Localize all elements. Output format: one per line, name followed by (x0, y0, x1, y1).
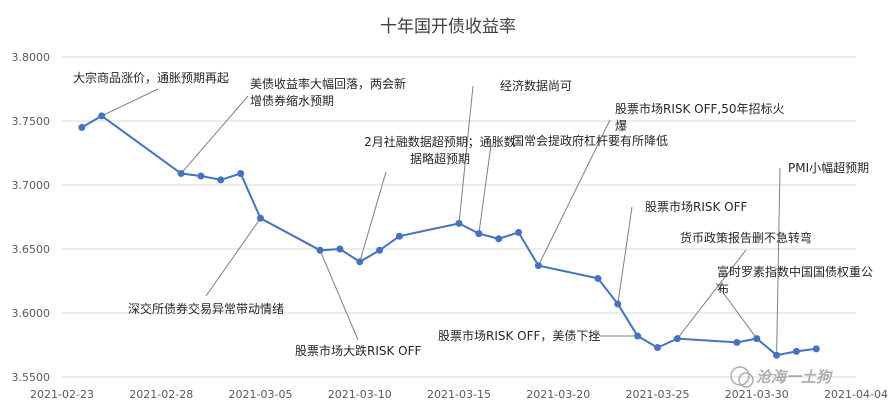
x-tick-label: 2021-03-10 (328, 388, 392, 401)
data-point (515, 228, 523, 236)
annotation-leader (458, 85, 474, 224)
annotation-leaders (101, 85, 781, 356)
annotation-leader (478, 144, 492, 234)
annotation-label: 股票市场大跌RISK OFF (295, 343, 422, 358)
annotation-leader (776, 167, 781, 356)
data-point (177, 169, 185, 177)
data-point (753, 335, 761, 343)
annotation-label: PMI小幅超预期 (788, 160, 869, 175)
data-point (316, 246, 324, 254)
annotation-label: 布 (717, 282, 729, 296)
data-point (237, 169, 245, 177)
x-tick-label: 2021-02-23 (30, 388, 94, 401)
annotation-label: 美债收益率大幅回落，两会新 (250, 76, 406, 91)
data-points (78, 112, 820, 359)
data-point (98, 112, 106, 120)
data-point (495, 235, 503, 243)
data-point (634, 332, 642, 340)
annotation-label: 据略超预期 (410, 151, 470, 166)
annotation-leader (715, 282, 758, 339)
data-point (594, 274, 602, 282)
gridlines (62, 56, 856, 378)
x-tick-label: 2021-03-15 (427, 388, 491, 401)
y-tick-label: 3.6000 (12, 307, 51, 320)
y-tick-label: 3.6500 (12, 243, 51, 256)
x-tick-label: 2021-03-05 (229, 388, 293, 401)
annotation-label: 增债券缩水预期 (250, 93, 334, 108)
wechat-icon-bubble (738, 372, 754, 388)
data-point (356, 258, 364, 266)
annotation-leader (180, 95, 249, 174)
annotation-label: 股票市场RISK OFF,50年招标火 (615, 101, 785, 116)
annotation-leader (676, 249, 747, 339)
data-point (812, 345, 820, 353)
annotation-leader (617, 206, 633, 305)
chart-title: 十年国开债收益率 (380, 17, 516, 37)
annotation-leader (205, 217, 261, 297)
annotation-leader (359, 171, 387, 262)
annotation-label: 货币政策报告删不急转弯 (680, 230, 812, 245)
data-point (78, 123, 86, 131)
data-point (455, 219, 463, 227)
data-point (792, 347, 800, 355)
x-tick-label: 2021-03-20 (526, 388, 590, 401)
data-point (197, 172, 205, 180)
annotation-label: 爆 (615, 119, 627, 133)
y-tick-label: 3.8000 (12, 51, 51, 64)
annotation-label: 富时罗素指数中国国债权重公 (717, 264, 873, 279)
y-axis-ticks: 3.5500 3.6000 3.6500 3.7000 3.7500 3.8000 (12, 51, 51, 384)
annotation-leader (537, 119, 611, 266)
data-point (733, 338, 741, 346)
annotation-label: 股票市场RISK OFF，美债下挫 (438, 328, 600, 343)
x-tick-label: 2021-03-30 (725, 388, 789, 401)
annotation-label: 股票市场RISK OFF (645, 199, 748, 214)
data-point (773, 351, 781, 359)
annotation-label: 国常会提政府杠杆要有所降低 (512, 133, 668, 148)
annotation-leader (319, 250, 359, 341)
annotation-label: 经济数据尚可 (500, 78, 572, 93)
annotation-label: 2月社融数据超预期；通胀数 (364, 134, 516, 149)
data-point (376, 246, 384, 254)
x-tick-label: 2021-03-25 (626, 388, 690, 401)
data-point (614, 300, 622, 308)
data-point (217, 176, 225, 184)
y-tick-label: 3.7000 (12, 179, 51, 192)
watermark: 沧海一土狗 (730, 366, 833, 388)
annotation-label: 深交所债券交易异常带动情绪 (128, 301, 284, 316)
data-point (336, 245, 344, 253)
annotation-label: 大宗商品涨价，通胀预期再起 (73, 70, 229, 85)
data-point (475, 230, 483, 238)
x-axis-ticks: 2021-02-23 2021-02-28 2021-03-05 2021-03-10… (30, 388, 888, 401)
wechat-icon (730, 366, 750, 386)
data-point (673, 335, 681, 343)
data-point (654, 344, 661, 352)
y-tick-label: 3.5500 (12, 371, 51, 384)
x-tick-label: 2021-04-04 (824, 388, 888, 401)
data-point (395, 232, 403, 240)
x-tick-label: 2021-02-28 (129, 388, 193, 401)
watermark-text: 沧海一土狗 (756, 368, 833, 386)
annotation-leader (101, 88, 159, 117)
y-tick-label: 3.7500 (12, 115, 51, 128)
data-point (534, 262, 542, 270)
data-point (257, 214, 264, 222)
